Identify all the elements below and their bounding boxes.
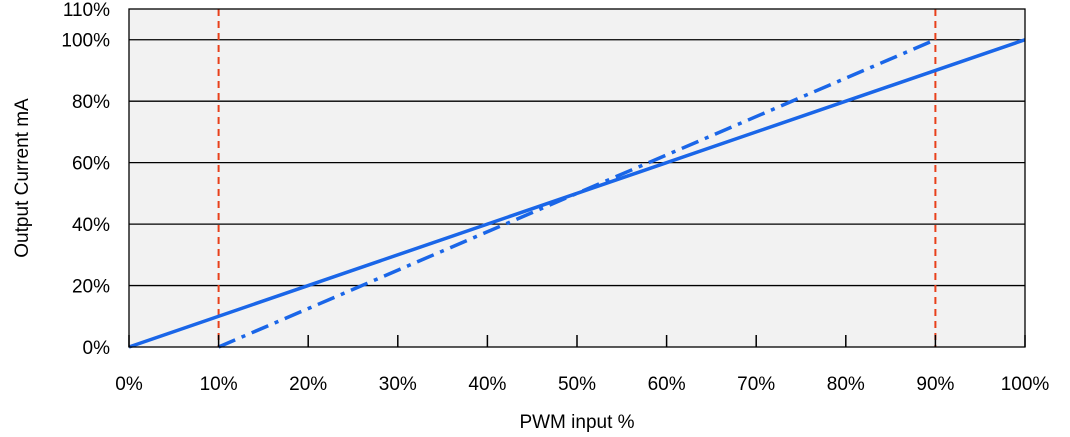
y-tick-label-5: 100% <box>61 31 110 52</box>
series-line-0 <box>128 38 1026 349</box>
x-tick-label-0: 0% <box>115 374 143 395</box>
x-tick-label-6: 60% <box>648 374 686 395</box>
x-tick-label-3: 30% <box>379 374 417 395</box>
y-tick-label-1: 20% <box>72 277 110 298</box>
x-tick-label-7: 70% <box>737 374 775 395</box>
x-axis-ticks <box>128 335 1026 347</box>
x-tick-label-9: 90% <box>916 374 954 395</box>
x-tick-label-1: 10% <box>200 374 238 395</box>
x-axis-title: PWM input % <box>519 412 634 433</box>
x-tick-label-5: 50% <box>558 374 596 395</box>
grid-lines <box>129 39 1025 287</box>
x-tick-label-10: 100% <box>1001 374 1050 395</box>
y-tick-label-2: 40% <box>72 215 110 236</box>
plot-background <box>129 9 1025 347</box>
x-axis-tick-labels: 0% 10% 20% 30% 40% 50% 60% 70% 80% 90% 100% <box>115 374 1049 395</box>
y-axis-title: Output Current mA <box>12 98 33 258</box>
y-axis-tick-labels: 0% 20% 40% 60% 80% 100% 110% <box>61 0 110 359</box>
x-tick-label-4: 40% <box>468 374 506 395</box>
series-lines <box>128 38 1026 349</box>
series-line-1 <box>217 38 937 349</box>
x-tick-label-8: 80% <box>827 374 865 395</box>
y-tick-label-3: 60% <box>72 154 110 175</box>
y-tick-label-0: 0% <box>83 338 111 359</box>
reference-lines <box>217 9 937 347</box>
y-tick-label-6: 110% <box>63 0 110 21</box>
x-tick-label-2: 20% <box>289 374 327 395</box>
y-tick-label-4: 80% <box>72 92 110 113</box>
